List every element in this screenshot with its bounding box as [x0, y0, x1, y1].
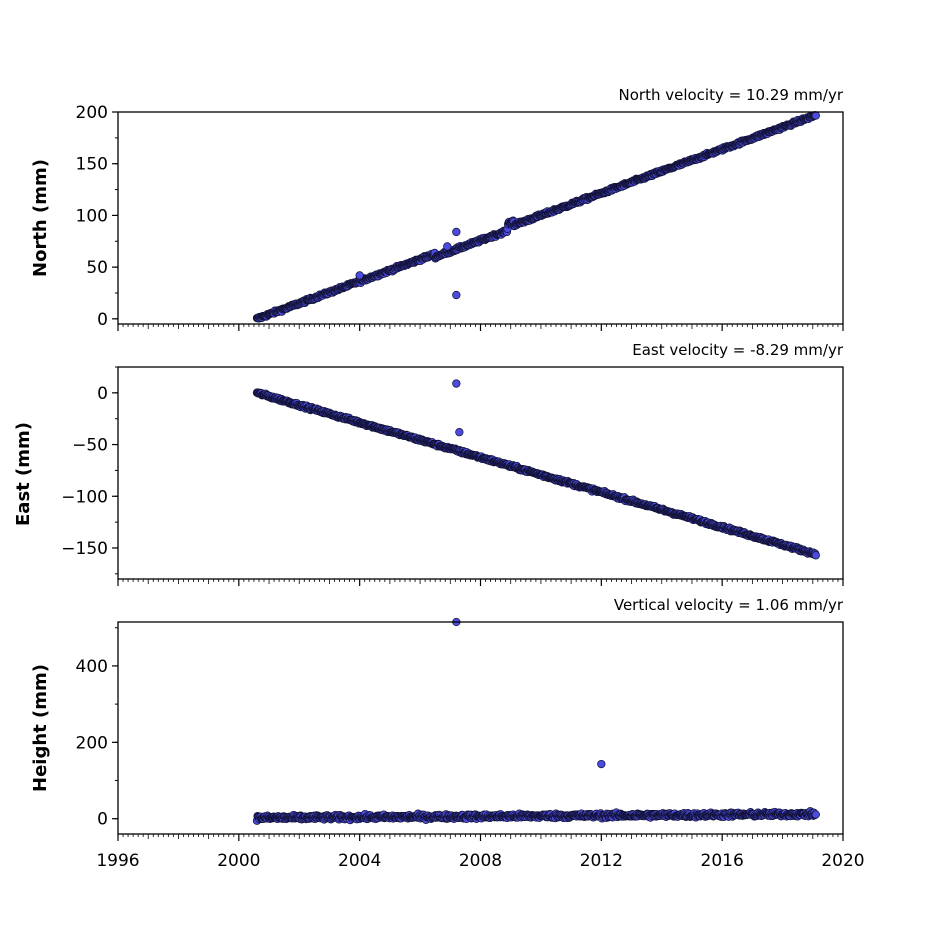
height-panel: Vertical velocity = 1.06 mm/yr Height (m… [30, 596, 844, 841]
north-data-points [252, 111, 820, 323]
outlier-point [452, 290, 461, 300]
east-velocity-label: East velocity = -8.29 mm/yr [632, 341, 844, 359]
outlier-point [452, 227, 461, 237]
outlier-point [443, 242, 452, 251]
data-point [811, 111, 820, 120]
y-tick-label: 0 [97, 384, 108, 404]
y-tick-label: 0 [97, 810, 108, 830]
x-tick-label: 2020 [821, 851, 864, 871]
x-tick-label: 2004 [338, 851, 381, 871]
east-panel: East velocity = -8.29 mm/yr East (mm) 0 −… [13, 341, 844, 586]
x-tick-labels: 1996 2000 2004 2008 2012 2016 2020 [96, 851, 864, 871]
y-tick-label: 0 [97, 310, 108, 330]
north-panel: North velocity = 10.29 mm/yr North (mm) … [30, 86, 844, 331]
outlier-point [452, 379, 461, 388]
y-tick-label: −50 [72, 436, 108, 456]
y-tick-label: 200 [76, 103, 108, 123]
north-x-ticks [117, 324, 844, 331]
east-y-axis-label: East (mm) [13, 422, 34, 526]
y-tick-label: −100 [61, 487, 108, 507]
y-tick-label: −150 [61, 539, 108, 559]
x-tick-label: 2008 [459, 851, 502, 871]
data-point [811, 551, 820, 560]
x-tick-label: 1996 [96, 851, 139, 871]
east-data-points [252, 379, 820, 560]
height-y-ticks: 0 200 400 [76, 627, 118, 830]
outlier-point [597, 759, 606, 769]
height-y-axis-label: Height (mm) [30, 664, 51, 792]
y-tick-label: 150 [76, 155, 108, 175]
y-tick-label: 100 [76, 206, 108, 226]
x-tick-label: 2012 [580, 851, 623, 871]
height-plot-frame [117, 621, 844, 835]
east-plot-frame [117, 366, 844, 580]
y-tick-label: 400 [76, 657, 108, 677]
north-y-ticks: 0 50 100 150 200 [76, 103, 118, 330]
outlier-point [355, 271, 364, 280]
x-tick-label: 2016 [701, 851, 744, 871]
height-data-points [252, 617, 820, 825]
north-plot-frame [117, 111, 844, 325]
outlier-point [455, 428, 464, 437]
data-point [811, 810, 820, 819]
vertical-velocity-label: Vertical velocity = 1.06 mm/yr [614, 596, 844, 614]
y-tick-label: 50 [86, 258, 108, 278]
east-y-ticks: 0 −50 −100 −150 [61, 366, 118, 575]
x-tick-label: 2000 [217, 851, 260, 871]
east-x-ticks [117, 579, 844, 586]
height-x-ticks [117, 834, 844, 841]
north-velocity-label: North velocity = 10.29 mm/yr [619, 86, 844, 104]
north-y-axis-label: North (mm) [30, 159, 51, 277]
y-tick-label: 200 [76, 733, 108, 753]
